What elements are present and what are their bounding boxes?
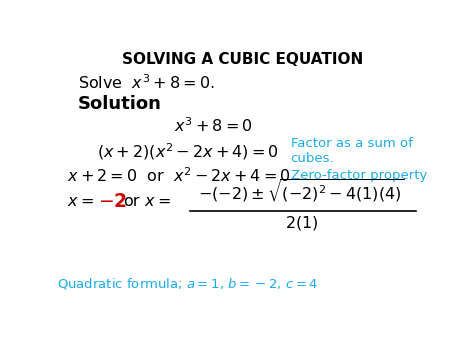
Text: $2(1)$: $2(1)$: [285, 214, 319, 232]
Text: SOLVING A CUBIC EQUATION: SOLVING A CUBIC EQUATION: [122, 52, 364, 67]
Text: $x=$: $x=$: [66, 193, 93, 209]
Text: $x^3+8=0$: $x^3+8=0$: [174, 117, 253, 135]
Text: or: or: [124, 193, 140, 209]
Text: $(x+2)(x^2-2x+4)=0$: $(x+2)(x^2-2x+4)=0$: [97, 142, 279, 162]
Text: Zero-factor property: Zero-factor property: [291, 169, 427, 182]
Text: Factor as a sum of
cubes.: Factor as a sum of cubes.: [291, 137, 412, 165]
Text: Quadratic formula; $a=1$, $b=-2$, $c=4$: Quadratic formula; $a=1$, $b=-2$, $c=4$: [57, 275, 319, 291]
Text: $-\mathbf{2}$: $-\mathbf{2}$: [98, 192, 127, 211]
Text: Solve  $x^3+8=0.$: Solve $x^3+8=0.$: [78, 73, 214, 92]
Text: $x=$: $x=$: [144, 193, 171, 209]
Text: Solution: Solution: [78, 95, 162, 113]
Text: $-(-2)\pm\sqrt{(-2)^2-4(1)(4)}$: $-(-2)\pm\sqrt{(-2)^2-4(1)(4)}$: [198, 178, 405, 205]
Text: $x+2=0$  or  $x^2-2x+4=0$: $x+2=0$ or $x^2-2x+4=0$: [66, 166, 291, 185]
